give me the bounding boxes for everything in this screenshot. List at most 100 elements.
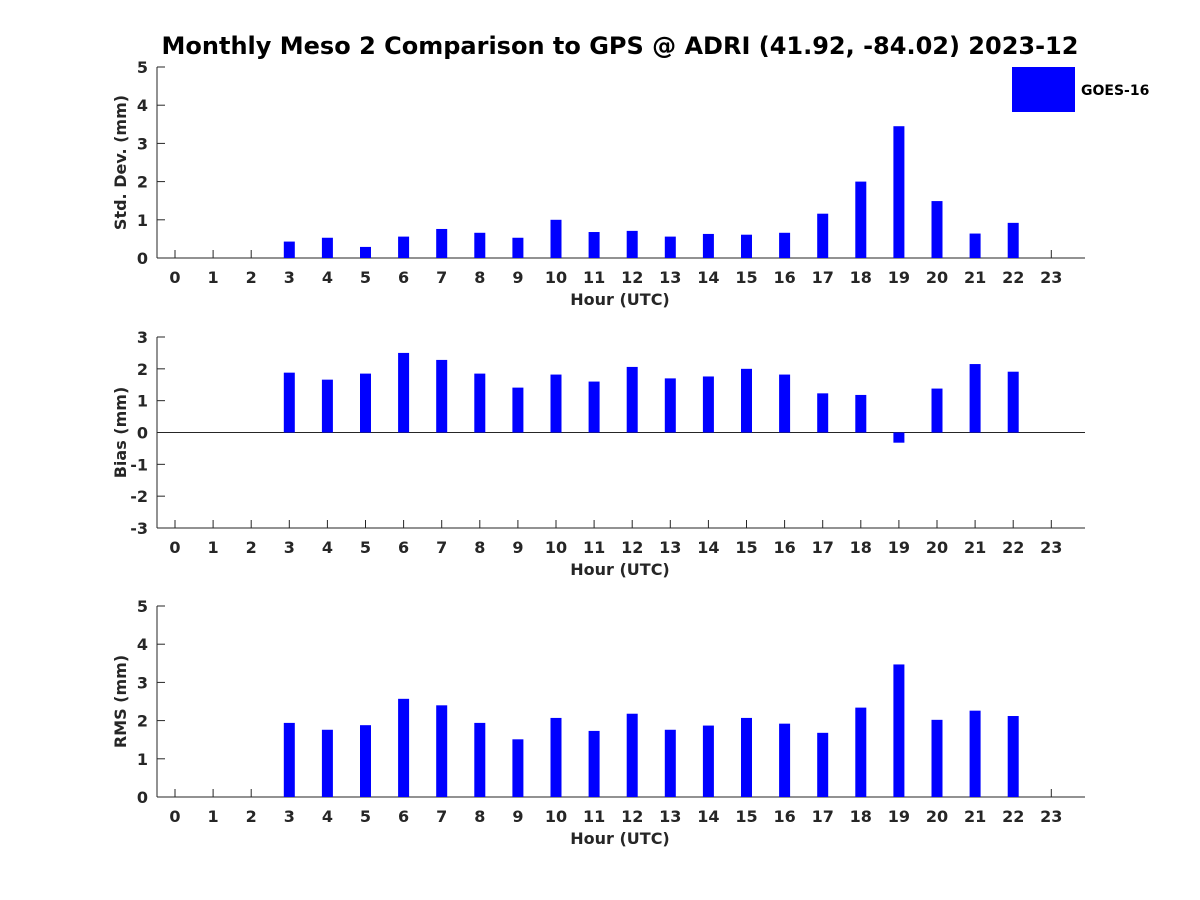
- bias-x-tick-label: 18: [850, 538, 872, 557]
- std-dev-x-axis-label: Hour (UTC): [570, 290, 670, 309]
- std-dev-bar-hour-3: [283, 241, 295, 258]
- bias-x-tick-label: 19: [888, 538, 910, 557]
- std-dev-y-tick-label: 0: [137, 249, 148, 268]
- std-dev-x-tick-label: 8: [474, 268, 485, 287]
- std-dev-y-tick-label: 5: [137, 58, 148, 77]
- rms-bar-hour-15: [741, 717, 752, 797]
- bias-bar-hour-6: [398, 352, 410, 433]
- bias-bar-hour-17: [817, 393, 829, 433]
- rms-y-tick-label: 3: [137, 673, 148, 692]
- rms-x-tick-label: 12: [621, 807, 643, 826]
- std-dev-bar-hour-18: [855, 181, 867, 258]
- rms-x-tick-label: 23: [1040, 807, 1062, 826]
- std-dev-x-tick-label: 19: [888, 268, 910, 287]
- std-dev-y-axis-label: Std. Dev. (mm): [111, 95, 130, 230]
- std-dev-x-tick-label: 11: [583, 268, 605, 287]
- rms-x-tick-label: 15: [735, 807, 757, 826]
- rms-x-tick-label: 22: [1002, 807, 1024, 826]
- rms-bar-hour-9: [512, 739, 524, 797]
- bias-x-tick-label: 1: [208, 538, 219, 557]
- std-dev-x-tick-label: 7: [436, 268, 447, 287]
- std-dev-x-tick-label: 21: [964, 268, 986, 287]
- bias-x-tick-label: 4: [322, 538, 333, 557]
- std-dev-x-tick-label: 10: [545, 268, 567, 287]
- rms-y-tick-label: 1: [137, 750, 148, 769]
- std-dev-x-tick-label: 17: [812, 268, 834, 287]
- rms-x-tick-label: 10: [545, 807, 567, 826]
- rms-x-tick-label: 21: [964, 807, 986, 826]
- std-dev-bar-hour-21: [969, 233, 981, 258]
- std-dev-bar-hour-19: [893, 126, 905, 259]
- rms-x-axis-label: Hour (UTC): [570, 829, 670, 848]
- std-dev-x-tick-label: 15: [735, 268, 757, 287]
- bias-x-tick-label: 12: [621, 538, 643, 557]
- rms-bar-hour-14: [702, 725, 714, 797]
- std-dev-x-tick-label: 22: [1002, 268, 1024, 287]
- bias-y-tick-label: 0: [137, 424, 148, 443]
- bias-x-tick-label: 16: [773, 538, 795, 557]
- bias-x-tick-label: 0: [169, 538, 180, 557]
- std-dev-bar-hour-7: [436, 228, 448, 258]
- std-dev-bar-hour-17: [817, 213, 829, 258]
- bias-bar-hour-10: [550, 374, 562, 433]
- legend-label-goes-16: GOES-16: [1081, 83, 1149, 99]
- rms-bar-hour-5: [360, 725, 371, 797]
- std-dev-bar-hour-20: [931, 201, 943, 258]
- bias-x-tick-label: 23: [1040, 538, 1062, 557]
- bias-x-tick-label: 15: [735, 538, 757, 557]
- rms-bar-hour-4: [321, 729, 333, 797]
- rms-x-tick-label: 9: [512, 807, 523, 826]
- std-dev-x-tick-label: 4: [322, 268, 333, 287]
- std-dev-x-tick-label: 12: [621, 268, 643, 287]
- rms-x-tick-label: 7: [436, 807, 447, 826]
- rms-x-tick-label: 20: [926, 807, 948, 826]
- bias-y-tick-label: 3: [137, 328, 148, 347]
- rms-bar-hour-19: [893, 664, 905, 797]
- rms-bar-hour-6: [398, 698, 410, 797]
- rms-y-tick-label: 5: [137, 597, 148, 616]
- bias-x-tick-label: 3: [284, 538, 295, 557]
- bias-bar-hour-9: [512, 387, 524, 433]
- std-dev-x-tick-label: 1: [208, 268, 219, 287]
- std-dev-bar-hour-15: [741, 234, 752, 258]
- rms-x-tick-label: 14: [697, 807, 719, 826]
- std-dev-y-tick-label: 2: [137, 173, 148, 192]
- bias-bar-hour-7: [436, 359, 448, 433]
- rms-bar-hour-17: [817, 732, 829, 797]
- rms-bar-hour-18: [855, 707, 867, 797]
- bias-x-tick-label: 13: [659, 538, 681, 557]
- std-dev-x-tick-label: 3: [284, 268, 295, 287]
- bias-x-tick-label: 21: [964, 538, 986, 557]
- figure-title: Monthly Meso 2 Comparison to GPS @ ADRI …: [162, 32, 1079, 60]
- bias-x-tick-label: 11: [583, 538, 605, 557]
- bias-x-tick-label: 22: [1002, 538, 1024, 557]
- rms-bar-hour-11: [588, 730, 600, 797]
- rms-bar-hour-21: [969, 710, 981, 797]
- std-dev-x-tick-label: 18: [850, 268, 872, 287]
- bias-y-tick-label: -2: [130, 487, 148, 506]
- rms-bar-hour-3: [283, 722, 295, 797]
- bias-x-tick-label: 20: [926, 538, 948, 557]
- std-dev-x-tick-label: 5: [360, 268, 371, 287]
- std-dev-bar-hour-13: [664, 236, 676, 258]
- bias-x-tick-label: 9: [512, 538, 523, 557]
- bias-bar-hour-4: [321, 379, 333, 433]
- bias-bar-hour-12: [626, 366, 638, 433]
- bias-y-axis-label: Bias (mm): [111, 387, 130, 479]
- rms-x-tick-label: 3: [284, 807, 295, 826]
- rms-bar-hour-20: [931, 719, 943, 797]
- bias-bar-hour-15: [741, 368, 752, 433]
- bias-bar-hour-18: [855, 394, 867, 433]
- rms-x-tick-label: 18: [850, 807, 872, 826]
- std-dev-x-tick-label: 20: [926, 268, 948, 287]
- rms-x-tick-label: 6: [398, 807, 409, 826]
- bias-bar-hour-5: [360, 373, 371, 433]
- std-dev-y-tick-label: 1: [137, 211, 148, 230]
- rms-y-axis-label: RMS (mm): [111, 655, 130, 748]
- rms-x-tick-label: 11: [583, 807, 605, 826]
- rms-x-tick-label: 16: [773, 807, 795, 826]
- bias-bar-hour-22: [1007, 371, 1019, 433]
- bias-y-tick-label: -1: [130, 455, 148, 474]
